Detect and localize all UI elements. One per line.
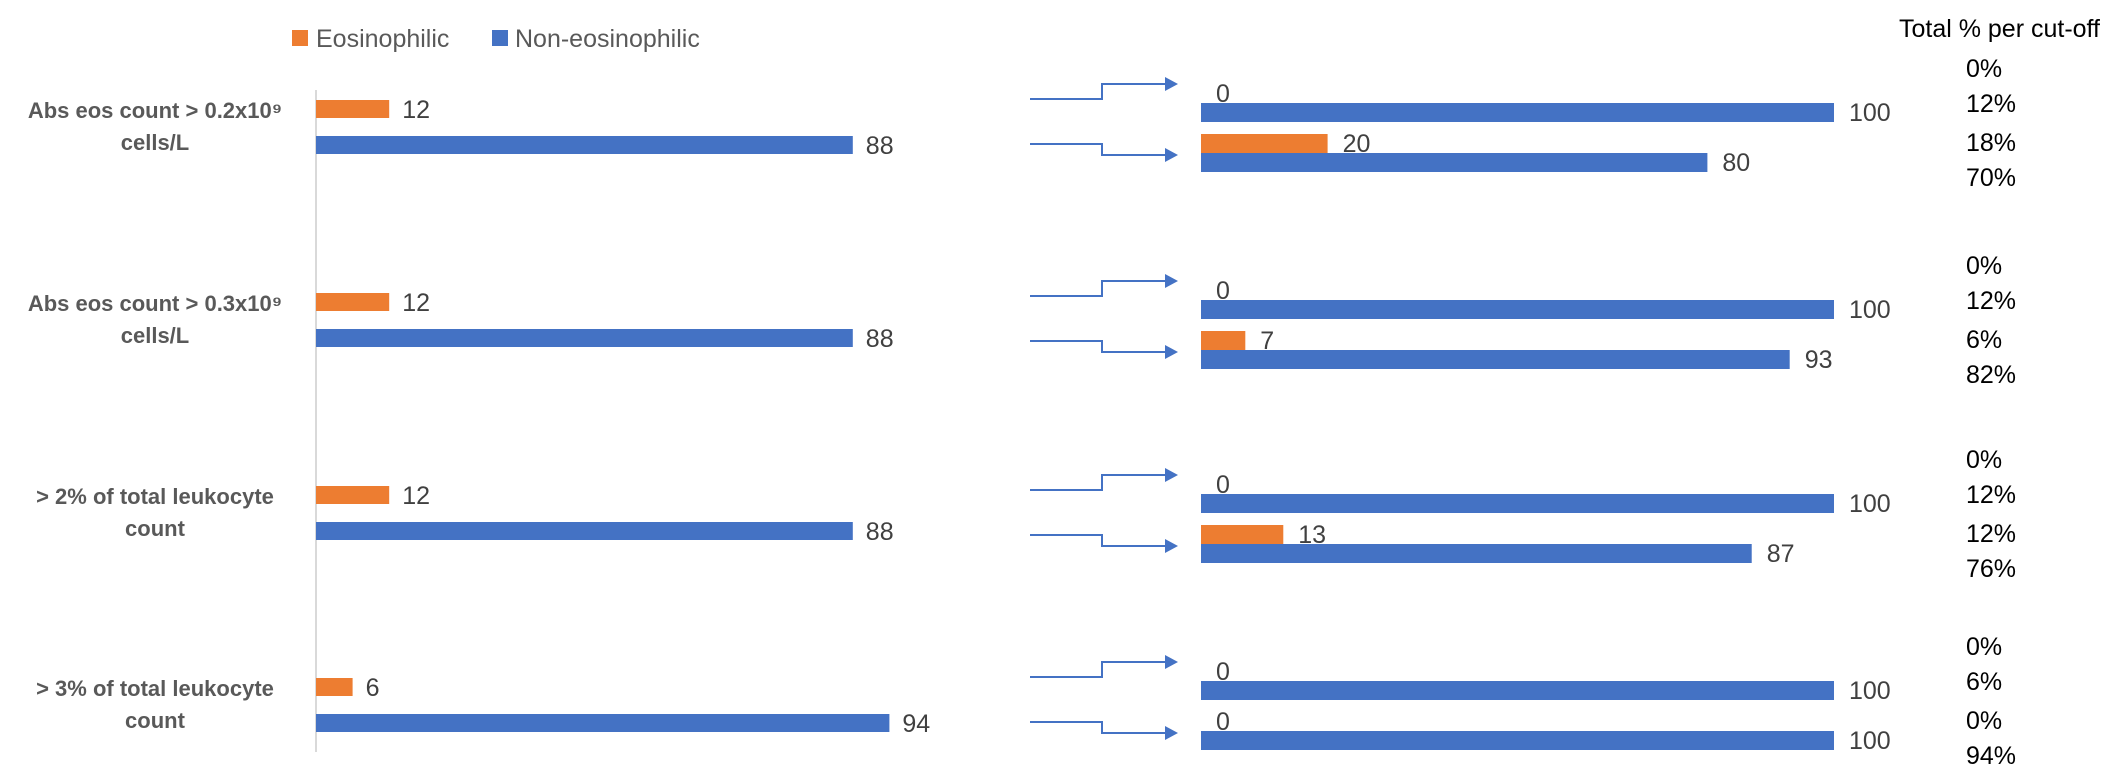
arrows	[1030, 77, 1178, 740]
sub-data-label: 0	[1216, 80, 1230, 108]
sub-bar-eosinophilic	[1201, 525, 1284, 544]
pct-label: 18%	[1966, 129, 2016, 157]
sub-data-label: 0	[1216, 277, 1230, 305]
category-label: > 2% of total leukocyte count	[36, 484, 274, 541]
arrow-connector	[1030, 143, 1165, 156]
arrow-connector	[1030, 534, 1165, 547]
category-label: Abs eos count > 0.2x10⁹ cells/L	[28, 98, 282, 155]
legend-label-2: Non-eosinophilic	[515, 25, 700, 53]
data-label: 12	[402, 289, 430, 317]
arrow-connector	[1030, 661, 1165, 678]
sub-bar-eosinophilic	[1201, 331, 1246, 350]
arrow-head	[1165, 539, 1178, 553]
bar-non-eosinophilic	[316, 136, 853, 154]
arrow-head	[1165, 655, 1178, 669]
data-label: 12	[402, 96, 430, 124]
pct-label: 12%	[1966, 520, 2016, 548]
sub-data-label: 93	[1805, 346, 1833, 374]
legend-swatch-1	[292, 30, 308, 46]
sub-bar-non-eosinophilic	[1201, 544, 1752, 563]
arrow-connector	[1030, 340, 1165, 353]
pct-label: 0%	[1966, 252, 2002, 280]
pct-label: 82%	[1966, 361, 2016, 389]
sub-data-label: 100	[1849, 490, 1891, 518]
sub-data-label: 80	[1722, 149, 1750, 177]
pct-label: 6%	[1966, 326, 2002, 354]
sub-bar-eosinophilic	[1201, 134, 1328, 153]
pct-label: 0%	[1966, 707, 2002, 735]
pct-label: 70%	[1966, 164, 2016, 192]
arrow-connector	[1030, 721, 1165, 734]
legend-label-1: Eosinophilic	[316, 25, 449, 53]
bar-eosinophilic	[316, 293, 390, 311]
pct-label: 12%	[1966, 481, 2016, 509]
sub-bar-non-eosinophilic	[1201, 494, 1834, 513]
sub-data-label: 0	[1216, 471, 1230, 499]
sub-data-label: 0	[1216, 708, 1230, 736]
category-label: Abs eos count > 0.3x10⁹ cells/L	[28, 291, 282, 348]
pct-label: 12%	[1966, 90, 2016, 118]
pct-label: 0%	[1966, 446, 2002, 474]
arrow-connector	[1030, 83, 1165, 100]
arrow-head	[1165, 345, 1178, 359]
sub-data-label: 100	[1849, 727, 1891, 755]
legend-swatch-2	[492, 30, 508, 46]
pct-label: 12%	[1966, 287, 2016, 315]
bar-eosinophilic	[316, 678, 353, 696]
data-label: 88	[866, 325, 894, 353]
sub-bar-non-eosinophilic	[1201, 103, 1834, 122]
data-label: 88	[866, 132, 894, 160]
bar-eosinophilic	[316, 486, 390, 504]
bar-non-eosinophilic	[316, 329, 853, 347]
data-label: 6	[366, 674, 380, 702]
category-label: > 3% of total leukocyte count	[36, 676, 274, 733]
arrow-head	[1165, 468, 1178, 482]
bar-eosinophilic	[316, 100, 390, 118]
sub-bar-non-eosinophilic	[1201, 153, 1708, 172]
data-label: 94	[902, 710, 930, 738]
sub-data-label: 100	[1849, 677, 1891, 705]
pct-label: 6%	[1966, 668, 2002, 696]
pct-label: 76%	[1966, 555, 2016, 583]
main-chart: Abs eos count > 0.2x10⁹ cells/L 12 88 Abs eo…	[28, 96, 930, 738]
legend: Eosinophilic Non-eosinophilic	[292, 25, 700, 53]
sub-bar-non-eosinophilic	[1201, 350, 1790, 369]
data-label: 12	[402, 482, 430, 510]
sub-data-label: 100	[1849, 99, 1891, 127]
sub-data-label: 100	[1849, 296, 1891, 324]
pct-label: 94%	[1966, 742, 2016, 768]
arrow-head	[1165, 77, 1178, 91]
sub-chart-header: Total % per cut-off	[1899, 15, 2100, 43]
arrow-head	[1165, 726, 1178, 740]
sub-data-label: 87	[1767, 540, 1795, 568]
arrow-head	[1165, 274, 1178, 288]
bar-non-eosinophilic	[316, 522, 853, 540]
arrow-head	[1165, 148, 1178, 162]
arrow-connector	[1030, 474, 1165, 491]
arrow-connector	[1030, 280, 1165, 297]
sub-chart: 01000%12%208018%70%01000%12%7936%82%0100…	[1201, 55, 2016, 768]
sub-data-label: 0	[1216, 658, 1230, 686]
bar-non-eosinophilic	[316, 714, 890, 732]
pct-label: 0%	[1966, 633, 2002, 661]
sub-bar-non-eosinophilic	[1201, 300, 1834, 319]
sub-bar-non-eosinophilic	[1201, 731, 1834, 750]
sub-data-label: 7	[1260, 327, 1274, 355]
data-label: 88	[866, 518, 894, 546]
sub-bar-non-eosinophilic	[1201, 681, 1834, 700]
pct-label: 0%	[1966, 55, 2002, 83]
